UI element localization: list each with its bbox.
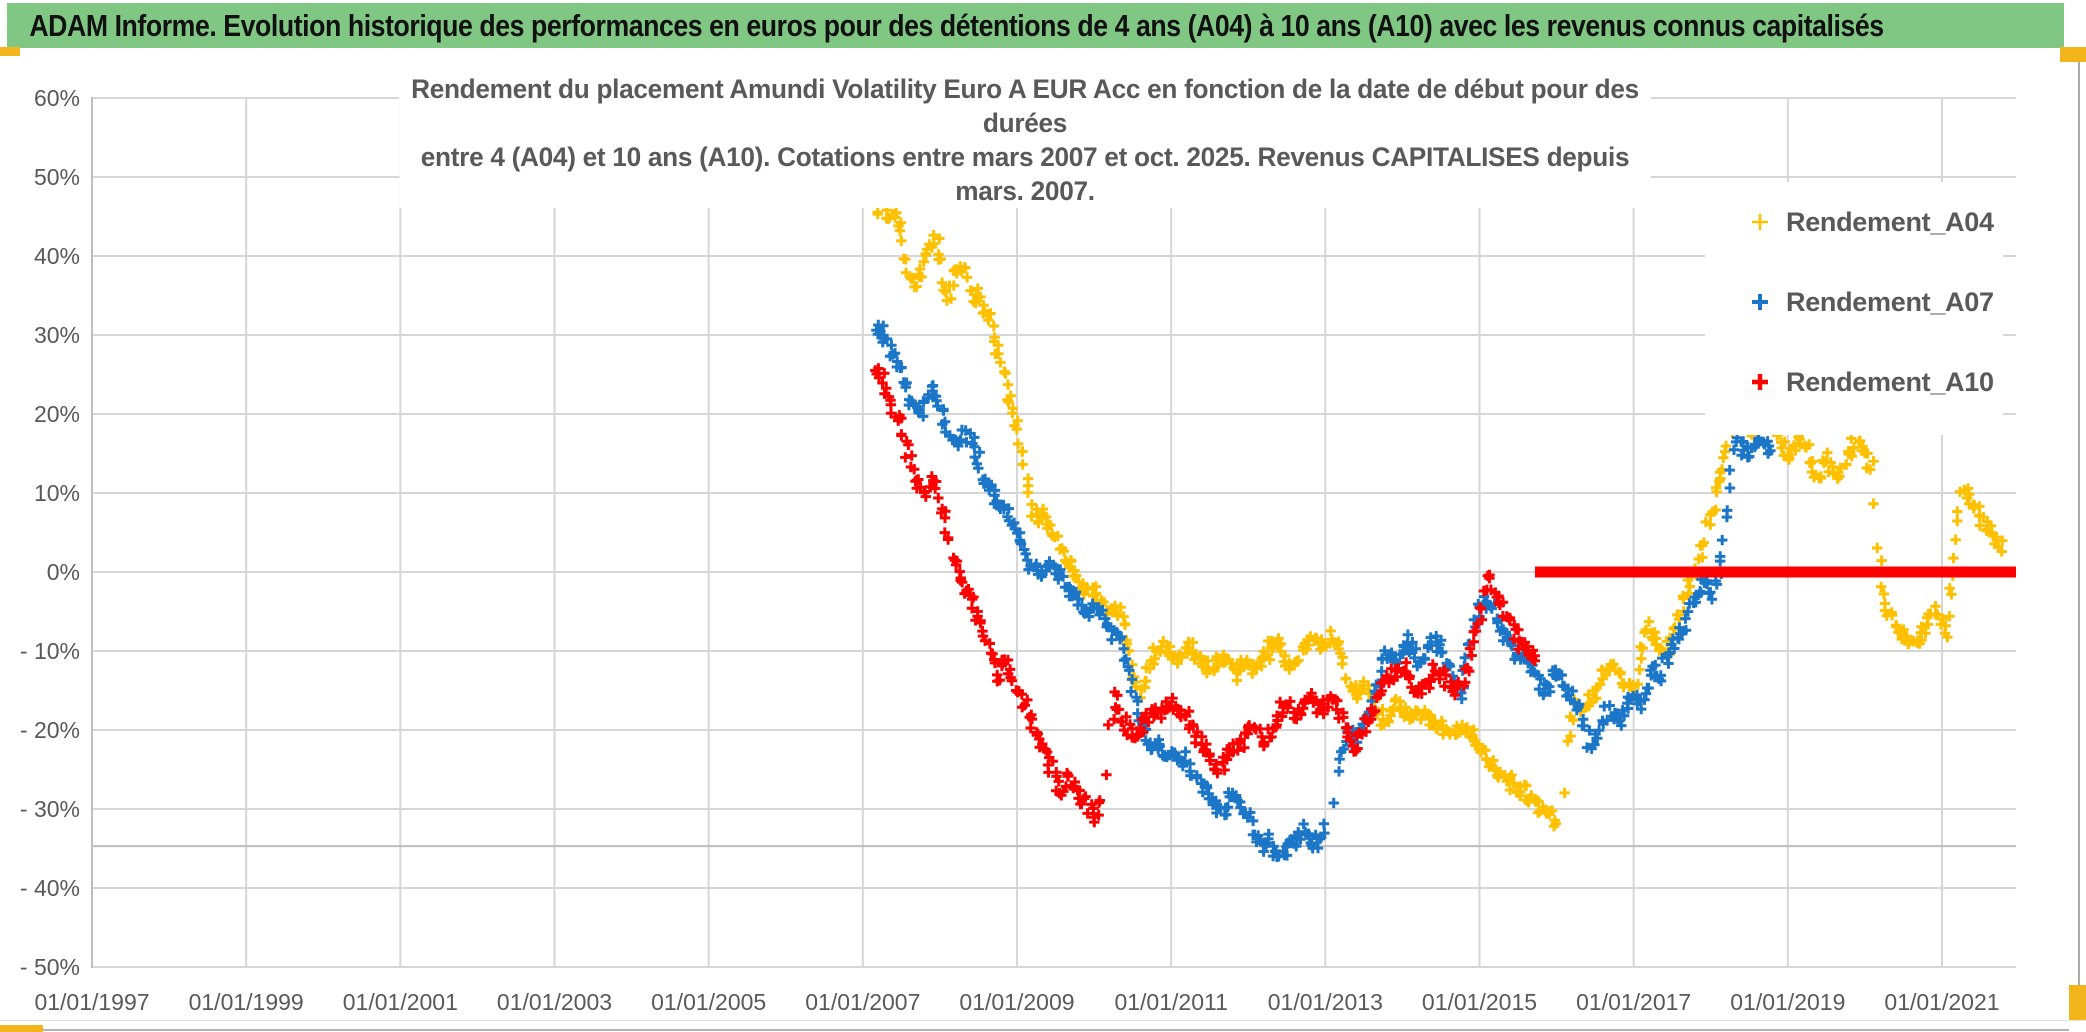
y-axis-tick-label: 30% [34,322,80,348]
y-axis-tick-label: 60% [34,85,80,111]
x-axis-tick-label: 01/01/2021 [1884,989,1999,1015]
chart-legend: Rendement_A04 Rendement_A07 Rendement_A1… [1705,182,2003,435]
y-axis-tick-label: 20% [34,401,80,427]
legend-label: Rendement_A10 [1786,366,1994,397]
header-bar: ADAM Informe. Evolution historique des p… [7,3,2064,48]
frame-accent-top-right[interactable] [2060,47,2086,62]
y-axis-tick-label: 50% [34,164,80,190]
x-axis-tick-label: 01/01/2005 [651,989,766,1015]
chart-title-line1: Rendement du placement Amundi Volatility… [411,74,1639,138]
y-axis-tick-label: - 10% [20,638,80,664]
y-axis-tick-label: - 40% [20,875,80,901]
plus-marker-icon [1752,374,1768,390]
x-axis-tick-label: 01/01/2017 [1576,989,1691,1015]
frame-bottom-border [43,1029,2069,1031]
frame-right-border [2078,62,2080,985]
x-axis-tick-label: 01/01/2013 [1268,989,1383,1015]
chart-title: Rendement du placement Amundi Volatility… [399,72,1651,208]
x-axis-tick-label: 01/01/2007 [805,989,920,1015]
x-axis-tick-label: 01/01/2003 [497,989,612,1015]
y-axis-tick-label: 10% [34,480,80,506]
plus-marker-icon [1752,214,1768,230]
y-axis-tick-label: - 50% [20,954,80,980]
x-axis-tick-label: 01/01/1999 [189,989,304,1015]
chart-title-line2: entre 4 (A04) et 10 ans (A10). Cotations… [420,142,1630,206]
plus-marker-icon [1752,294,1768,310]
x-axis-tick-label: 01/01/1997 [34,989,149,1015]
x-axis-tick-label: 01/01/2011 [1114,989,1227,1015]
zero-reference-line [1534,566,2016,578]
frame-bottom-border-light [0,1020,2086,1021]
x-axis-tick-label: 01/01/2019 [1730,989,1845,1015]
scatter-series-group [870,194,2016,862]
x-axis-tick-label: 01/01/2015 [1422,989,1537,1015]
x-axis-tick-label: 01/01/2001 [343,989,458,1015]
y-axis-tick-label: 40% [34,243,80,269]
legend-item-a10[interactable]: Rendement_A10 [1705,342,2003,422]
legend-item-a07[interactable]: Rendement_A07 [1705,262,2003,342]
page-title: ADAM Informe. Evolution historique des p… [29,7,1884,43]
x-axis-tick-label: 01/01/2009 [959,989,1074,1015]
y-axis-tick-label: - 30% [20,796,80,822]
frame-accent-top-left [0,47,20,56]
y-axis-tick-label: - 20% [20,717,80,743]
y-axis-tick-label: 0% [47,559,80,585]
legend-label: Rendement_A04 [1786,206,1994,237]
scatter-series-rendement_a10 [870,363,1540,828]
legend-label: Rendement_A07 [1786,286,1994,317]
frame-accent-bottom-right[interactable] [2069,985,2086,1020]
legend-item-a04[interactable]: Rendement_A04 [1705,182,2003,262]
frame-accent-bottom-left [0,1025,43,1032]
